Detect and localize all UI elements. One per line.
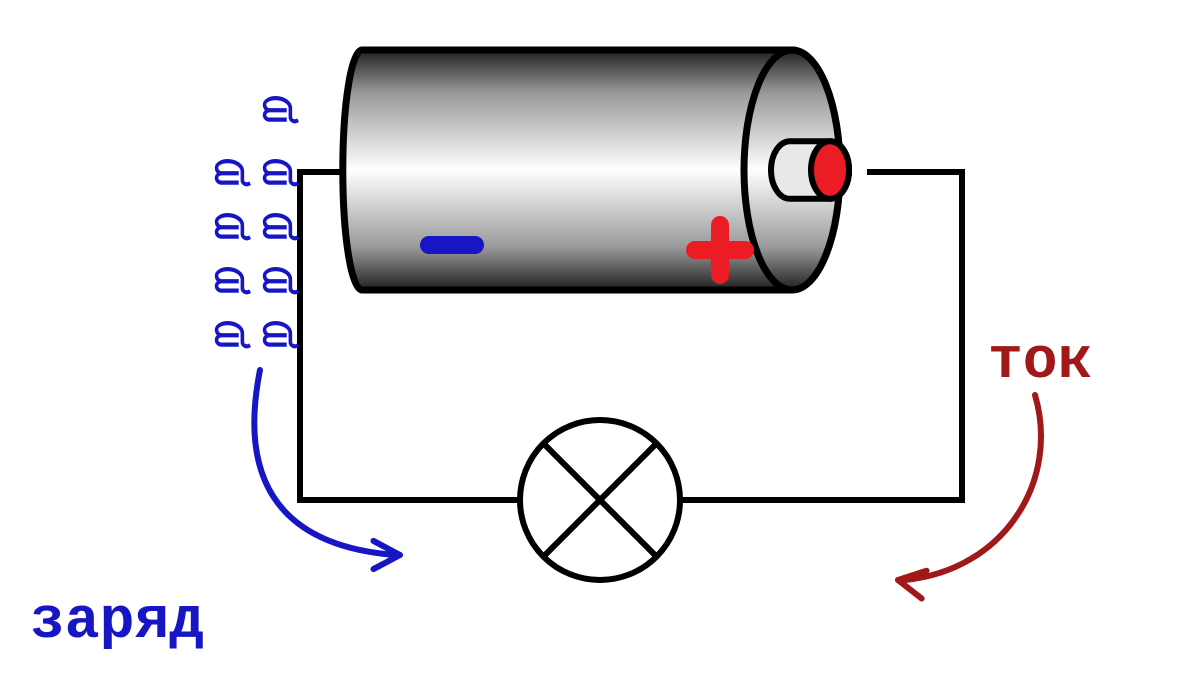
svg-text:ற: ற	[200, 211, 252, 242]
label-charge: заряд	[30, 590, 204, 655]
svg-text:ற: ற	[248, 211, 300, 242]
svg-text:ற: ற	[248, 94, 300, 125]
svg-text:ற: ற	[200, 157, 252, 188]
svg-text:ற: ற	[200, 319, 252, 350]
svg-text:ற: ற	[200, 265, 252, 296]
svg-text:ற: ற	[248, 319, 300, 350]
svg-text:ற: ற	[248, 157, 300, 188]
svg-text:ற: ற	[248, 265, 300, 296]
label-current: ток	[988, 330, 1092, 395]
